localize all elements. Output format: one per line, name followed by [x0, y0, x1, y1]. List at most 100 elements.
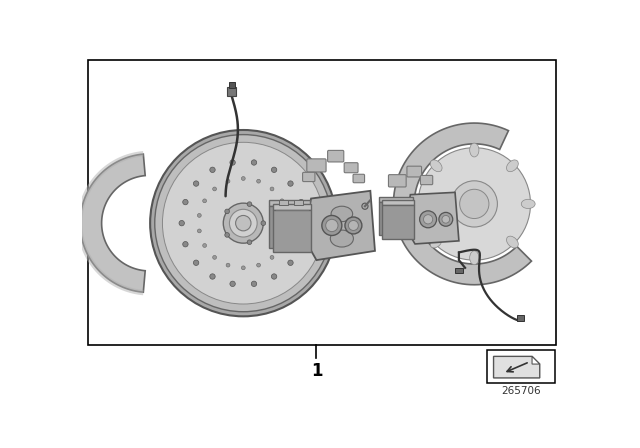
Polygon shape	[532, 356, 540, 364]
Ellipse shape	[247, 202, 252, 207]
Ellipse shape	[280, 199, 284, 203]
Bar	[488, 350, 555, 383]
Ellipse shape	[261, 221, 266, 225]
Ellipse shape	[257, 263, 260, 267]
Ellipse shape	[212, 187, 216, 191]
Bar	[279, 200, 288, 206]
Ellipse shape	[226, 179, 230, 183]
Ellipse shape	[442, 215, 450, 223]
Bar	[516, 315, 524, 321]
Ellipse shape	[155, 134, 332, 312]
Ellipse shape	[280, 244, 284, 247]
Ellipse shape	[521, 199, 535, 208]
Ellipse shape	[506, 236, 518, 248]
Ellipse shape	[225, 209, 229, 214]
Bar	[379, 202, 413, 236]
Ellipse shape	[271, 274, 276, 279]
Ellipse shape	[322, 215, 342, 236]
Ellipse shape	[460, 189, 489, 219]
Ellipse shape	[413, 199, 428, 208]
Ellipse shape	[223, 203, 263, 243]
Ellipse shape	[420, 211, 436, 228]
Ellipse shape	[247, 240, 252, 245]
FancyBboxPatch shape	[344, 163, 358, 173]
Ellipse shape	[252, 160, 257, 165]
Ellipse shape	[197, 229, 201, 233]
FancyBboxPatch shape	[353, 174, 365, 183]
Ellipse shape	[197, 214, 201, 217]
Ellipse shape	[230, 281, 236, 287]
Ellipse shape	[252, 281, 257, 287]
Polygon shape	[303, 191, 375, 260]
FancyBboxPatch shape	[303, 172, 315, 181]
Ellipse shape	[270, 255, 274, 259]
Ellipse shape	[271, 167, 276, 172]
Ellipse shape	[430, 160, 442, 172]
Ellipse shape	[241, 177, 245, 181]
Ellipse shape	[302, 220, 308, 226]
Ellipse shape	[182, 199, 188, 205]
Bar	[382, 200, 414, 206]
Ellipse shape	[230, 209, 257, 237]
Ellipse shape	[288, 260, 293, 266]
Ellipse shape	[424, 215, 433, 224]
FancyBboxPatch shape	[307, 159, 326, 172]
Ellipse shape	[203, 244, 207, 247]
Ellipse shape	[439, 212, 452, 226]
Ellipse shape	[182, 241, 188, 247]
Ellipse shape	[430, 236, 442, 248]
Ellipse shape	[362, 203, 368, 209]
Ellipse shape	[163, 142, 324, 304]
Polygon shape	[80, 154, 145, 292]
Polygon shape	[493, 356, 540, 378]
Bar	[228, 82, 235, 88]
Ellipse shape	[345, 217, 362, 234]
Ellipse shape	[226, 263, 230, 267]
Ellipse shape	[418, 148, 531, 260]
Bar	[273, 204, 311, 210]
Ellipse shape	[212, 255, 216, 259]
Ellipse shape	[298, 199, 304, 205]
Ellipse shape	[298, 241, 304, 247]
FancyBboxPatch shape	[388, 175, 406, 187]
Bar	[88, 60, 556, 345]
Polygon shape	[405, 192, 459, 244]
Bar	[379, 197, 413, 202]
Ellipse shape	[210, 274, 215, 279]
Ellipse shape	[285, 229, 289, 233]
Ellipse shape	[470, 251, 479, 265]
Ellipse shape	[451, 181, 497, 227]
Ellipse shape	[210, 167, 215, 172]
Bar	[294, 200, 303, 206]
Bar	[273, 210, 311, 252]
Polygon shape	[394, 123, 531, 285]
Text: 265706: 265706	[502, 386, 541, 396]
Ellipse shape	[150, 130, 337, 316]
Ellipse shape	[179, 220, 184, 226]
Ellipse shape	[193, 181, 199, 186]
Ellipse shape	[241, 266, 245, 270]
Ellipse shape	[270, 187, 274, 191]
Bar	[227, 87, 236, 96]
Ellipse shape	[348, 220, 358, 230]
Ellipse shape	[230, 160, 236, 165]
Ellipse shape	[506, 160, 518, 172]
Ellipse shape	[285, 214, 289, 217]
FancyBboxPatch shape	[420, 176, 433, 185]
Bar	[382, 206, 414, 238]
Bar	[269, 200, 310, 206]
Ellipse shape	[330, 230, 353, 247]
Ellipse shape	[203, 199, 207, 203]
Ellipse shape	[326, 220, 338, 232]
Ellipse shape	[257, 179, 260, 183]
FancyBboxPatch shape	[407, 166, 422, 177]
Ellipse shape	[225, 233, 229, 237]
Polygon shape	[77, 151, 143, 295]
Ellipse shape	[288, 181, 293, 186]
Text: 1: 1	[310, 362, 322, 380]
Ellipse shape	[236, 215, 251, 231]
Bar	[269, 206, 310, 248]
FancyBboxPatch shape	[328, 151, 344, 162]
Ellipse shape	[470, 143, 479, 157]
Ellipse shape	[193, 260, 199, 266]
